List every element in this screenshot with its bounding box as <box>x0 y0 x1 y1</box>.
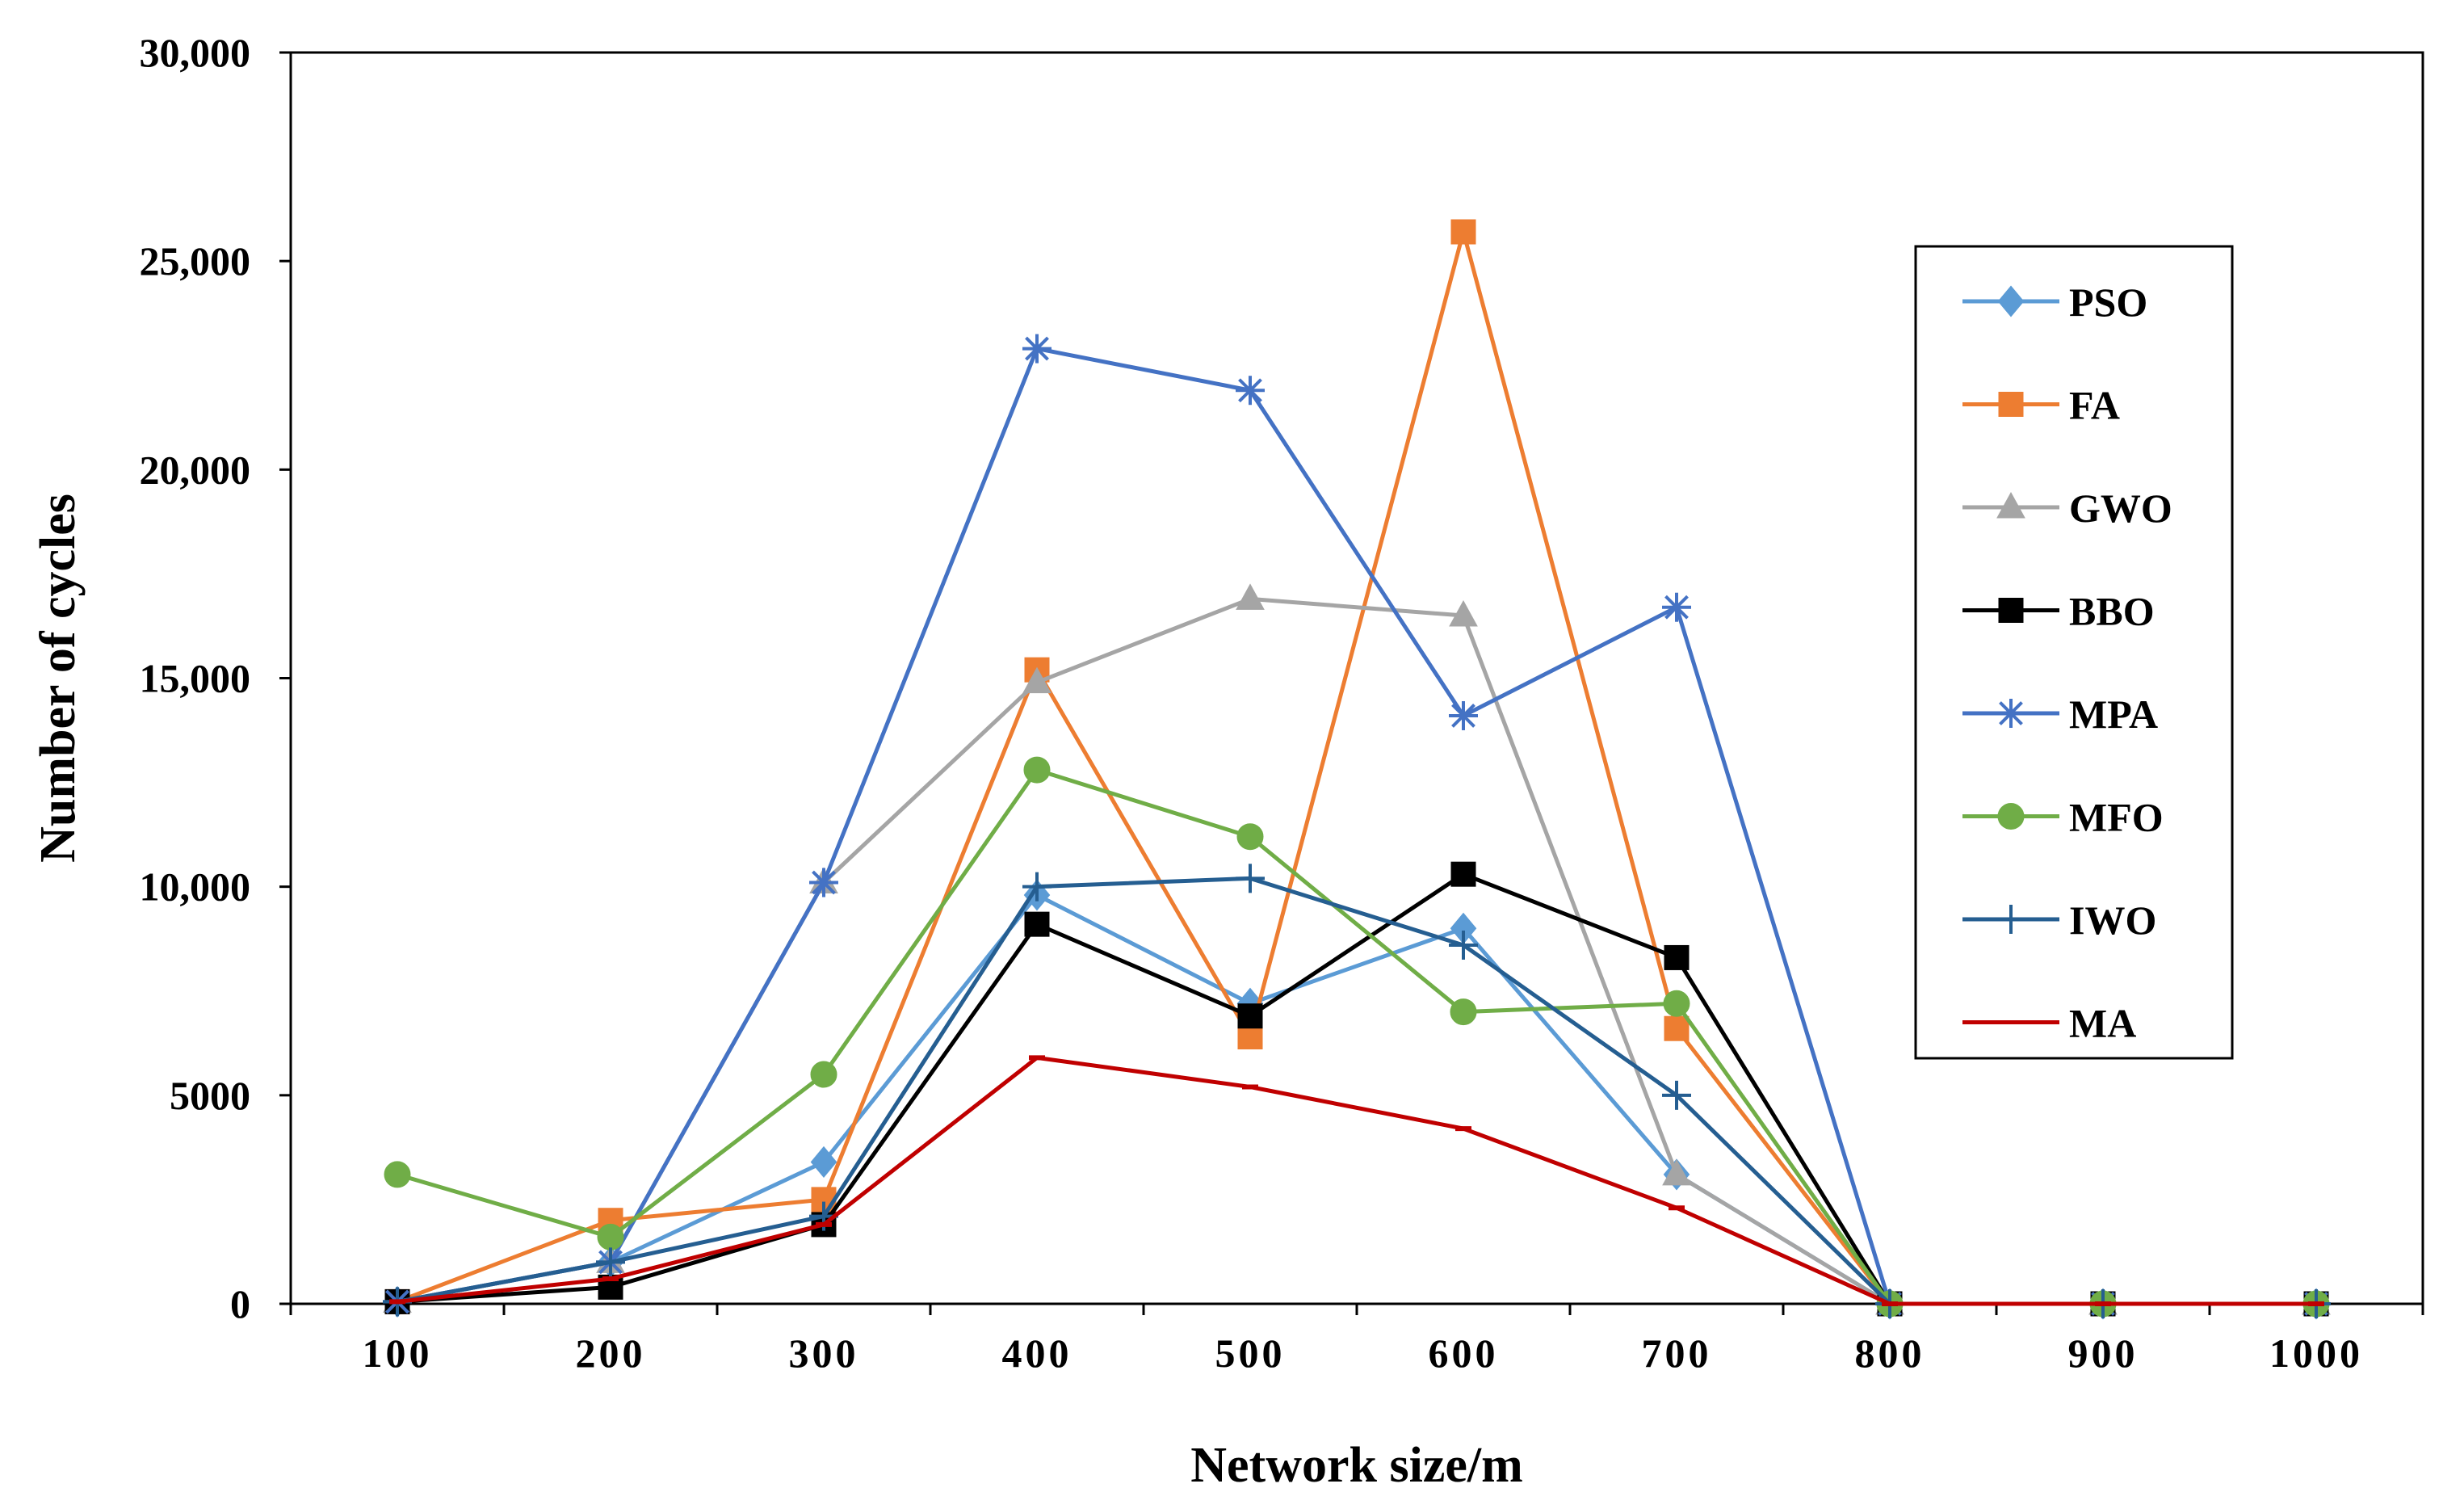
data-point-gwo <box>1449 600 1478 627</box>
legend-label: BBO <box>2069 589 2155 634</box>
y-tick-label: 10,000 <box>140 864 251 910</box>
data-point-mfo <box>1236 823 1264 851</box>
data-point-mpa <box>1662 592 1691 622</box>
legend-label: MA <box>2069 1001 2136 1046</box>
x-tick-label: 800 <box>1855 1330 1925 1376</box>
x-tick-label: 700 <box>1642 1330 1712 1376</box>
legend-label: GWO <box>2069 485 2172 531</box>
data-point-mpa <box>809 868 838 897</box>
series-group <box>383 219 2331 1320</box>
legend-label: MFO <box>2069 795 2164 840</box>
x-tick-label: 400 <box>1002 1330 1072 1376</box>
legend-marker <box>1997 803 2025 830</box>
data-point-gwo <box>1022 666 1052 694</box>
data-point-iwo <box>1449 930 1478 960</box>
y-tick-label: 25,000 <box>140 238 251 284</box>
legend-label: MPA <box>2069 691 2158 737</box>
legend-item-mpa: MPA <box>1962 691 2158 737</box>
data-point-bbo <box>1450 861 1476 887</box>
data-point-gwo <box>1236 583 1265 610</box>
axes: 0 5000 10,000 15,000 20,000 25,000 30,000 100 20… <box>140 30 2424 1376</box>
data-point-mfo <box>1023 756 1051 784</box>
legend-marker <box>1996 905 2025 934</box>
data-point-mfo <box>597 1223 624 1250</box>
x-tick-label: 100 <box>363 1330 433 1376</box>
legend-marker <box>1998 392 2024 417</box>
data-point-bbo <box>1664 944 1690 970</box>
legend-item-bbo: BBO <box>1962 589 2155 634</box>
data-point-mfo <box>384 1161 411 1188</box>
y-tick-label: 0 <box>230 1281 250 1326</box>
legend-marker <box>1997 285 2025 317</box>
legend-item-ma: MA <box>1962 1001 2136 1046</box>
y-tick-label: 15,000 <box>140 656 251 701</box>
data-point-gwo <box>1662 1158 1691 1186</box>
x-tick-label: 1000 <box>2269 1330 2363 1376</box>
data-point-fa <box>1237 1024 1263 1050</box>
data-point-mfo <box>1450 998 1477 1026</box>
legend-box <box>1914 245 2234 1060</box>
data-point-iwo <box>1022 872 1052 902</box>
data-point-iwo <box>1236 864 1265 893</box>
data-point-bbo <box>1237 1003 1263 1029</box>
data-point-mpa <box>1449 700 1478 730</box>
data-point-pso <box>810 1145 837 1179</box>
y-tick-label: 20,000 <box>140 447 251 492</box>
data-point-fa <box>1664 1015 1690 1041</box>
x-axis-title: Network size/m <box>1190 1438 1522 1493</box>
legend-item-gwo: GWO <box>1962 485 2172 531</box>
legend-item-pso: PSO <box>1962 280 2147 325</box>
legend-marker <box>1996 699 2025 728</box>
legend-label: FA <box>2069 383 2120 428</box>
legend-marker <box>1996 491 2025 519</box>
legend-label: PSO <box>2069 280 2147 325</box>
legend: PSO FA GWO BBO MPA MFO IWO MA <box>1914 245 2234 1060</box>
legend-label: IWO <box>2069 897 2156 943</box>
legend-marker <box>1998 598 2024 623</box>
series-line-ma <box>397 1055 2316 1306</box>
y-tick-label: 30,000 <box>140 30 251 75</box>
data-point-iwo <box>596 1247 625 1277</box>
x-tick-label: 500 <box>1215 1330 1286 1376</box>
y-tick-label: 5000 <box>170 1073 250 1118</box>
x-tick-label: 600 <box>1429 1330 1499 1376</box>
y-axis-title: Number of cycles <box>31 494 86 863</box>
series-ma <box>389 1055 2324 1306</box>
data-point-mpa <box>1022 334 1052 364</box>
data-point-bbo <box>1024 911 1050 937</box>
x-tick-label: 300 <box>789 1330 859 1376</box>
data-point-mfo <box>810 1061 837 1088</box>
legend-item-iwo: IWO <box>1962 897 2156 943</box>
legend-item-mfo: MFO <box>1962 795 2164 840</box>
data-point-mpa <box>1236 376 1265 406</box>
legend-item-fa: FA <box>1962 383 2120 428</box>
x-tick-label: 200 <box>576 1330 646 1376</box>
x-tick-label: 900 <box>2068 1330 2139 1376</box>
data-point-iwo <box>1662 1080 1691 1110</box>
data-point-fa <box>1450 219 1476 245</box>
data-point-mfo <box>1663 990 1690 1017</box>
